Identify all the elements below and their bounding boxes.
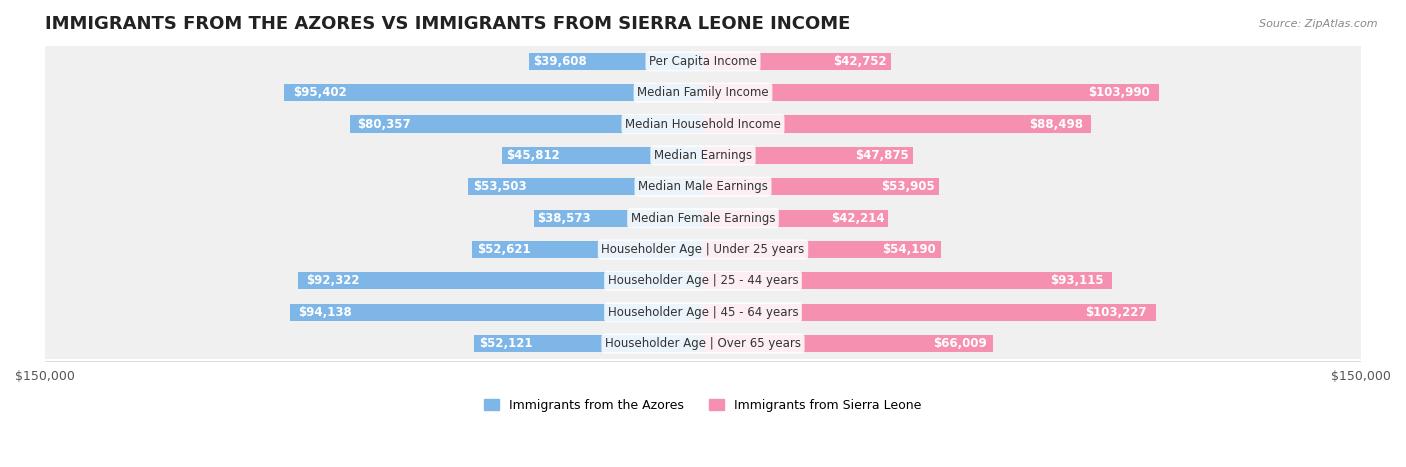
Text: Median Male Earnings: Median Male Earnings [638,180,768,193]
Bar [284,84,703,101]
Bar [45,140,1361,171]
Bar [474,335,703,352]
Text: $54,190: $54,190 [882,243,936,256]
Bar [45,297,1361,328]
Text: Source: ZipAtlas.com: Source: ZipAtlas.com [1260,19,1378,28]
Bar [45,234,1361,265]
Text: Median Family Income: Median Family Income [637,86,769,99]
Bar [45,46,1361,77]
Text: Householder Age | Under 25 years: Householder Age | Under 25 years [602,243,804,256]
Bar [45,171,1361,203]
Bar [703,84,1159,101]
Bar [703,178,939,195]
Text: $38,573: $38,573 [537,212,591,225]
Bar [703,115,1091,133]
Text: $93,115: $93,115 [1050,274,1104,287]
Text: Householder Age | 45 - 64 years: Householder Age | 45 - 64 years [607,306,799,318]
Text: $39,608: $39,608 [533,55,586,68]
Text: Median Female Earnings: Median Female Earnings [631,212,775,225]
Text: $47,875: $47,875 [855,149,908,162]
Text: $52,121: $52,121 [479,337,533,350]
Text: $80,357: $80,357 [357,118,411,131]
Text: $95,402: $95,402 [292,86,347,99]
Bar [45,328,1361,359]
Text: Median Earnings: Median Earnings [654,149,752,162]
Bar [529,53,703,70]
Bar [350,115,703,133]
Bar [534,210,703,227]
Text: $103,227: $103,227 [1085,306,1147,318]
Text: Median Household Income: Median Household Income [626,118,780,131]
Bar [703,304,1156,321]
Bar [45,203,1361,234]
Text: $94,138: $94,138 [298,306,352,318]
Text: $52,621: $52,621 [477,243,530,256]
Bar [468,178,703,195]
Bar [703,53,890,70]
Bar [290,304,703,321]
Text: Householder Age | 25 - 44 years: Householder Age | 25 - 44 years [607,274,799,287]
Text: $66,009: $66,009 [934,337,987,350]
Text: $45,812: $45,812 [506,149,560,162]
Text: $92,322: $92,322 [307,274,360,287]
Bar [298,272,703,290]
Text: Per Capita Income: Per Capita Income [650,55,756,68]
Text: $53,503: $53,503 [472,180,527,193]
Text: $53,905: $53,905 [882,180,935,193]
Bar [472,241,703,258]
Legend: Immigrants from the Azores, Immigrants from Sierra Leone: Immigrants from the Azores, Immigrants f… [479,394,927,417]
Bar [502,147,703,164]
Bar [703,147,912,164]
Bar [45,265,1361,297]
Text: $103,990: $103,990 [1088,86,1150,99]
Bar [703,335,993,352]
Text: $42,214: $42,214 [831,212,884,225]
Bar [45,108,1361,140]
Bar [703,272,1112,290]
Bar [703,241,941,258]
Bar [45,77,1361,108]
Text: $42,752: $42,752 [834,55,887,68]
Text: $88,498: $88,498 [1029,118,1084,131]
Bar [703,210,889,227]
Text: IMMIGRANTS FROM THE AZORES VS IMMIGRANTS FROM SIERRA LEONE INCOME: IMMIGRANTS FROM THE AZORES VS IMMIGRANTS… [45,15,851,33]
Text: Householder Age | Over 65 years: Householder Age | Over 65 years [605,337,801,350]
